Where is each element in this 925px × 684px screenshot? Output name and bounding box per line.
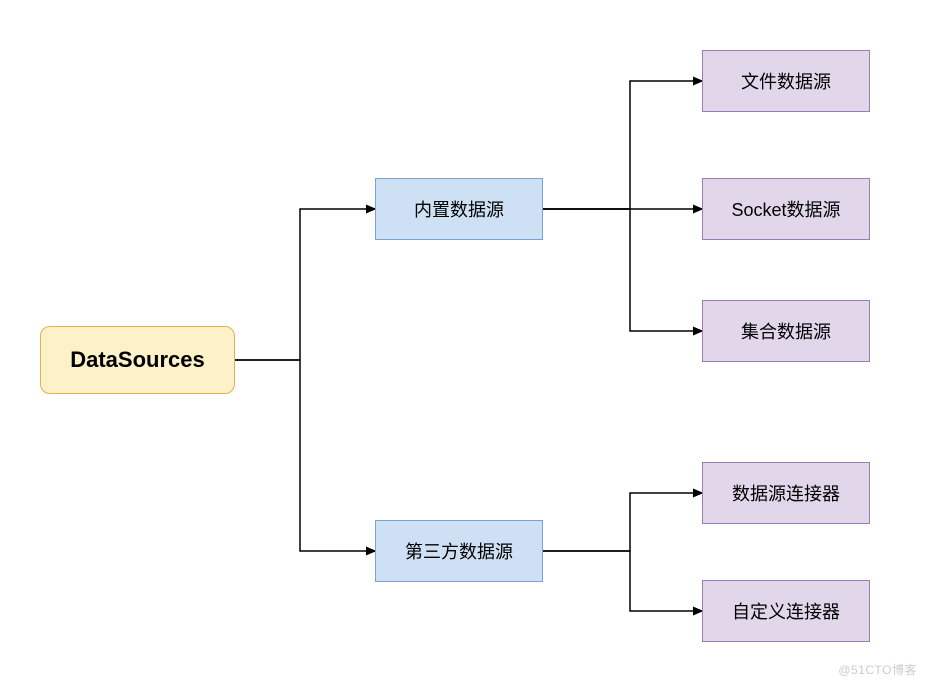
node-builtin-label: 内置数据源: [414, 196, 504, 222]
node-thirdparty-label: 第三方数据源: [405, 538, 513, 564]
node-connector: 数据源连接器: [702, 462, 870, 524]
node-socket-label: Socket数据源: [731, 196, 840, 222]
node-collection: 集合数据源: [702, 300, 870, 362]
node-socket: Socket数据源: [702, 178, 870, 240]
node-file-label: 文件数据源: [741, 68, 831, 94]
node-connector-label: 数据源连接器: [732, 480, 840, 506]
edge-thirdparty-connector: [543, 493, 702, 551]
edge-root-builtin: [235, 209, 375, 360]
edge-builtin-collection: [543, 209, 702, 331]
node-collection-label: 集合数据源: [741, 318, 831, 344]
edge-root-thirdparty: [235, 360, 375, 551]
node-root-label: DataSources: [70, 347, 205, 373]
node-root: DataSources: [40, 326, 235, 394]
node-custom-label: 自定义连接器: [732, 598, 840, 624]
edge-builtin-file: [543, 81, 702, 209]
edge-thirdparty-custom: [543, 551, 702, 611]
node-custom: 自定义连接器: [702, 580, 870, 642]
node-builtin: 内置数据源: [375, 178, 543, 240]
node-thirdparty: 第三方数据源: [375, 520, 543, 582]
node-file: 文件数据源: [702, 50, 870, 112]
watermark: @51CTO博客: [838, 661, 917, 678]
